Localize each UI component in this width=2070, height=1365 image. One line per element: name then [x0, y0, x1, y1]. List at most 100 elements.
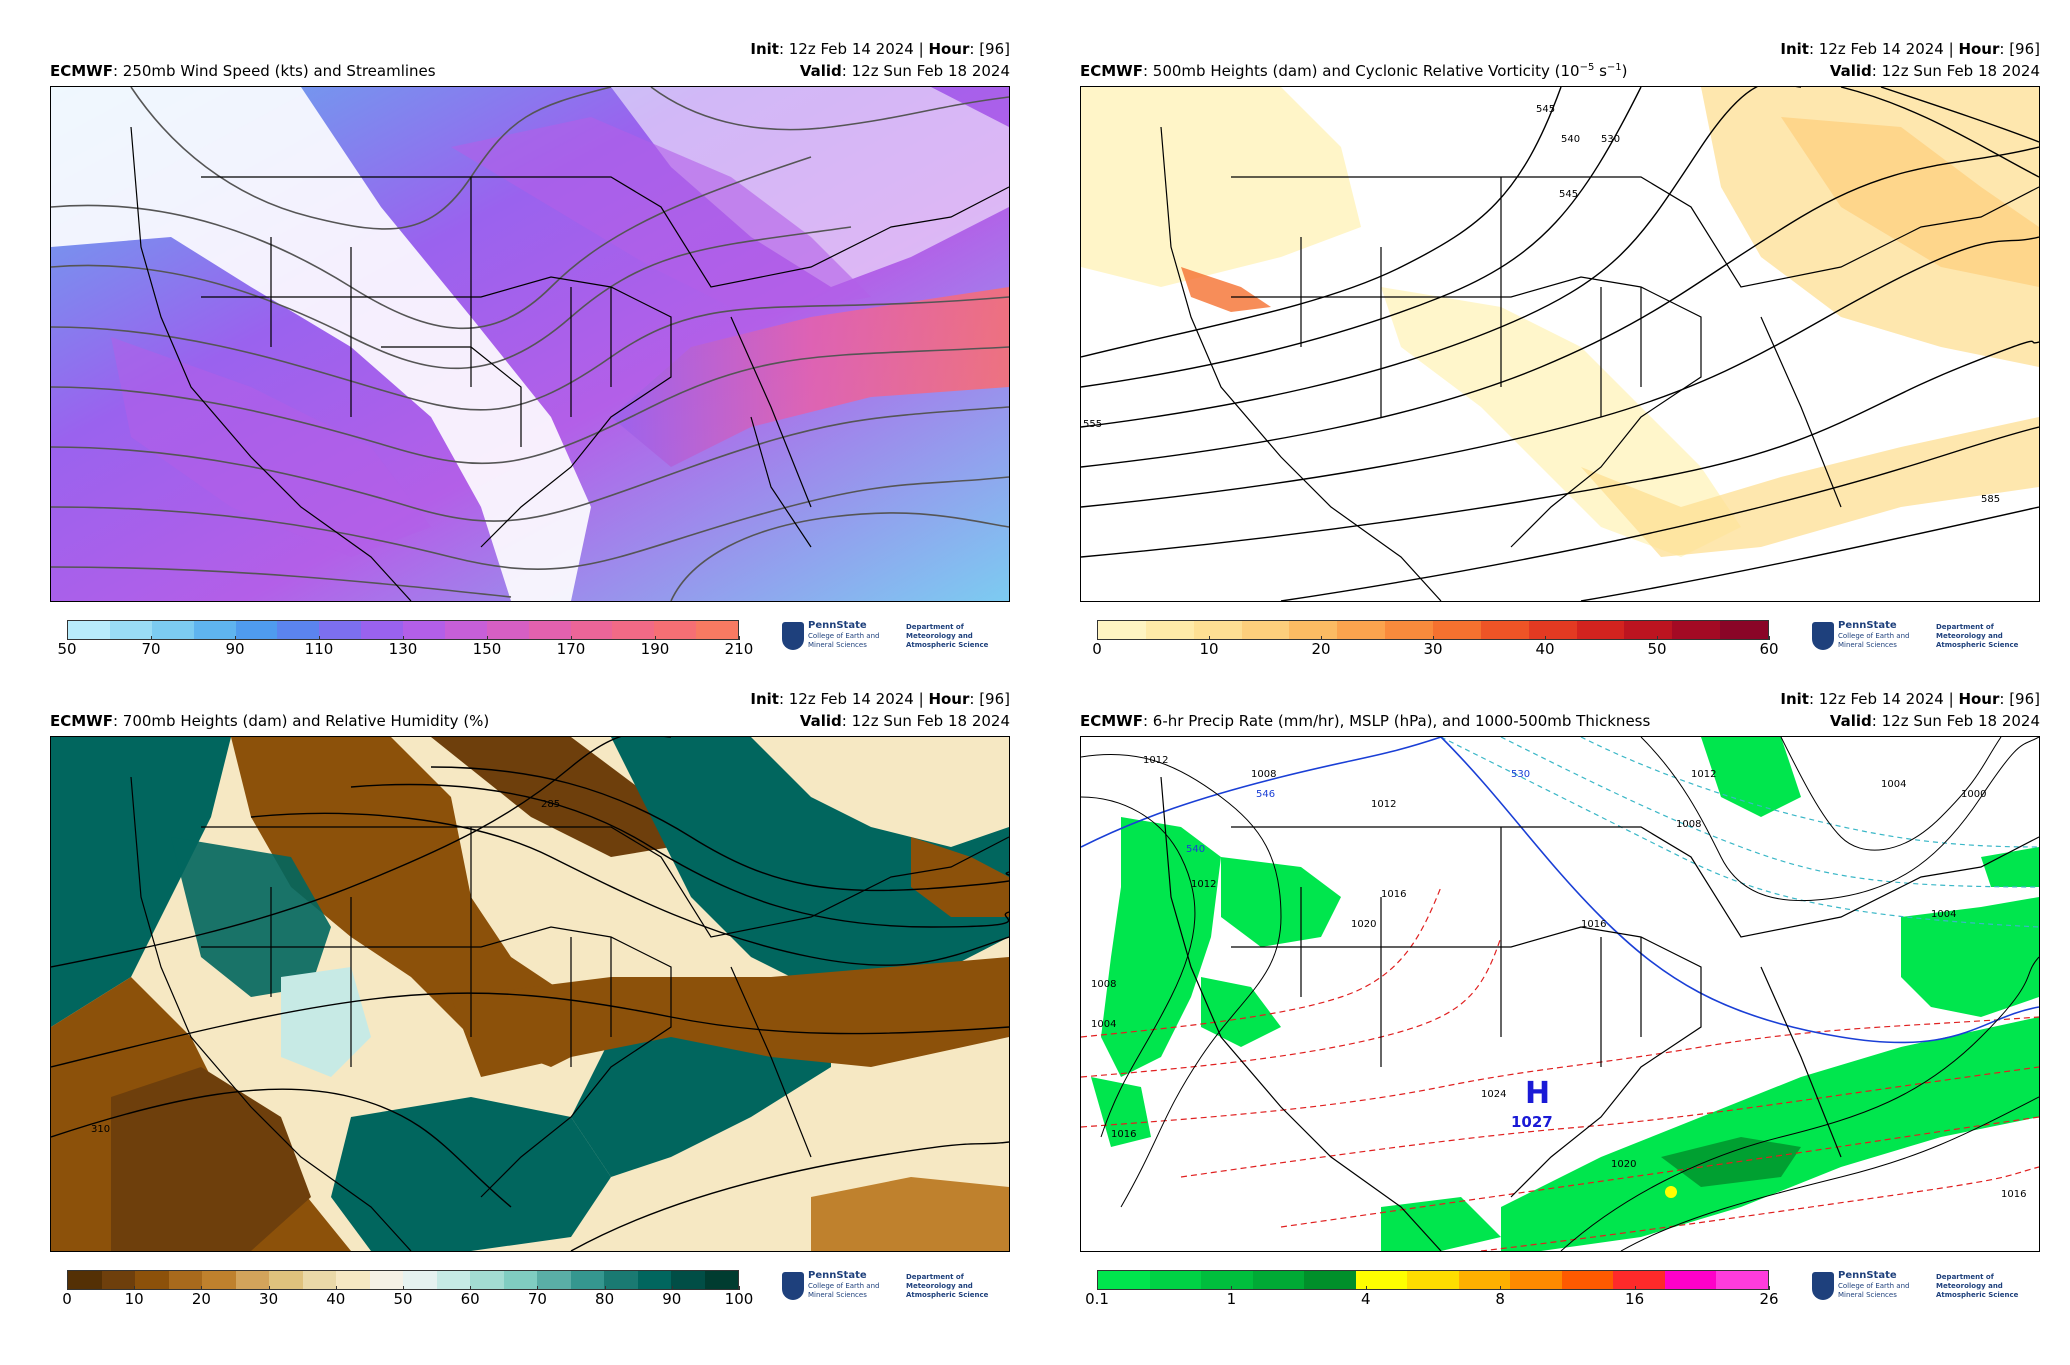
colorbar-tick-label: 110	[304, 640, 334, 658]
colorbar-tickmark	[1097, 636, 1098, 640]
colorbar-swatch	[612, 621, 655, 639]
colorbar-tickmark	[335, 1286, 337, 1290]
colorbar-tickmark	[470, 1286, 472, 1290]
colorbar-tickmark	[1769, 636, 1770, 640]
colorbar-tickmark	[403, 1286, 404, 1290]
isobar-label: 1016	[1381, 889, 1406, 900]
colorbar-tick-label: 10	[124, 1290, 144, 1308]
colorbar-tickmark	[1500, 1286, 1502, 1290]
isobar-label: 1012	[1691, 769, 1716, 780]
height-label: 285	[541, 799, 560, 810]
isobar-label: 1012	[1191, 879, 1216, 890]
valid-line: Valid: 12z Sun Feb 18 2024	[799, 712, 1010, 730]
high-pressure-marker: H	[1525, 1076, 1550, 1111]
colorbar-tickmark	[537, 1286, 539, 1290]
colorbar-tickmark	[604, 1286, 606, 1290]
panel-250mb-wind: Init: 12z Feb 14 2024 | Hour: [96] ECMWF…	[50, 36, 1010, 676]
colorbar-tickmark	[1769, 1286, 1770, 1290]
isobar-label: 1016	[2001, 1189, 2026, 1200]
height-label: 530	[1601, 134, 1620, 145]
isobar-label: 1012	[1143, 755, 1168, 766]
colorbar-tick-label: 1	[1226, 1290, 1237, 1308]
panel-title: ECMWF: 500mb Heights (dam) and Cyclonic …	[1080, 62, 1628, 80]
colorbar-tick-label: 70	[141, 640, 161, 658]
colorbar-ticks: 0 10 20 30 40 50 60 70 80 90 100	[62, 1286, 753, 1314]
colorbar-precip	[1097, 1270, 1769, 1290]
isobar-label: 1020	[1351, 919, 1376, 930]
pennstate-logo: PennState College of Earth and Mineral S…	[782, 620, 1002, 654]
lion-shield-icon	[1812, 1272, 1834, 1300]
isobar-label: 1024	[1481, 1089, 1506, 1100]
colorbar-swatch	[604, 1271, 638, 1289]
colorbar-swatch	[528, 621, 571, 639]
colorbar-tick-label: 30	[1423, 640, 1443, 658]
logo-department: Department of Meteorology and Atmospheri…	[906, 623, 989, 649]
colorbar-tick-label: 70	[527, 1290, 547, 1308]
colorbar-ticks: 50 70 90 110 130 150 170 190 210	[57, 636, 753, 664]
colorbar-swatch	[1624, 621, 1673, 639]
colorbar-swatch	[403, 1271, 437, 1289]
colorbar-swatch	[1193, 621, 1242, 639]
colorbar-tick-label: 60	[460, 1290, 480, 1308]
colorbar-tickmark	[1209, 636, 1210, 640]
isobar-label: 1008	[1251, 769, 1276, 780]
valid-line: Valid: 12z Sun Feb 18 2024	[799, 62, 1010, 80]
colorbar-tickmark	[151, 636, 152, 640]
isobar-label: 1016	[1111, 1129, 1136, 1140]
colorbar-tickmark	[739, 1286, 740, 1290]
colorbar-tickmark	[655, 636, 656, 640]
colorbar-swatch	[319, 621, 362, 639]
colorbar-swatch	[1480, 621, 1529, 639]
colorbar-swatch	[1407, 1271, 1459, 1289]
map-700mb-rh: 285 310	[50, 736, 1010, 1252]
colorbar-swatch	[277, 621, 320, 639]
colorbar-swatch	[1149, 1271, 1202, 1289]
colorbar-swatch	[202, 1271, 236, 1289]
colorbar-swatch	[193, 621, 236, 639]
colorbar-swatch	[1458, 1271, 1511, 1289]
valid-line: Valid: 12z Sun Feb 18 2024	[1829, 62, 2040, 80]
colorbar-swatch	[135, 1271, 169, 1289]
colorbar-swatch	[151, 621, 194, 639]
colorbar-tick-label: 60	[1759, 640, 1779, 658]
colorbar-tick-label: 130	[388, 640, 418, 658]
colorbar-swatch	[101, 1271, 135, 1289]
colorbar-swatch	[1201, 1271, 1253, 1289]
isobar-label: 1008	[1676, 819, 1701, 830]
colorbar-tickmark	[134, 1286, 136, 1290]
colorbar-tickmark	[1321, 636, 1322, 640]
colorbar-tick-label: 150	[472, 640, 502, 658]
panel-500mb-vorticity: Init: 12z Feb 14 2024 | Hour: [96] ECMWF…	[1080, 36, 2040, 676]
height-label: 310	[91, 1124, 110, 1135]
colorbar-swatch	[1145, 621, 1194, 639]
colorbar-swatch	[654, 621, 697, 639]
colorbar-swatch	[1337, 621, 1386, 639]
logo-university: PennState	[808, 620, 867, 631]
pennstate-logo: PennState College of Earth and Mineral S…	[1812, 1270, 2032, 1304]
colorbar-tick-label: 90	[225, 640, 245, 658]
colorbar-swatch	[361, 621, 403, 639]
isobar-label: 1000	[1961, 789, 1986, 800]
colorbar-swatch	[1664, 1271, 1717, 1289]
colorbar-swatch	[486, 621, 529, 639]
colorbar-tickmark	[235, 636, 236, 640]
isobar-label: 1012	[1371, 799, 1396, 810]
colorbar-swatch	[696, 621, 738, 639]
colorbar-tick-label: 20	[1311, 640, 1331, 658]
logo-department: Department of Meteorology and Atmospheri…	[1936, 623, 2019, 649]
logo-university: PennState	[1838, 1270, 1897, 1281]
logo-college: College of Earth and Mineral Sciences	[808, 632, 880, 649]
thickness-label: 530	[1511, 769, 1530, 780]
panel-title: ECMWF: 250mb Wind Speed (kts) and Stream…	[50, 62, 436, 80]
colorbar-swatch	[1252, 1271, 1305, 1289]
colorbar-tickmark	[1634, 1286, 1636, 1290]
map-precip-mslp: 1012 1008 1012 1012 1016 1020 1016 1012 …	[1080, 736, 2040, 1252]
logo-college: College of Earth and Mineral Sciences	[1838, 632, 1910, 649]
colorbar-wind	[67, 620, 739, 640]
colorbar-swatch	[1433, 621, 1481, 639]
init-line: Init: 12z Feb 14 2024 | Hour: [96]	[750, 690, 1010, 708]
colorbar-tick-label: 40	[1535, 640, 1555, 658]
colorbar-swatch	[470, 1271, 504, 1289]
colorbar-tick-label: 30	[259, 1290, 279, 1308]
init-line: Init: 12z Feb 14 2024 | Hour: [96]	[750, 40, 1010, 58]
